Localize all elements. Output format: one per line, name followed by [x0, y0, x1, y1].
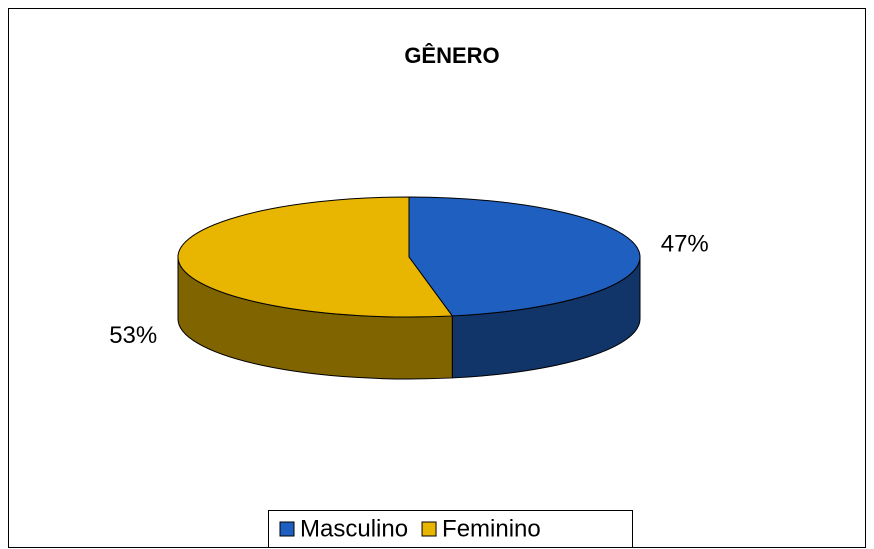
pie-slice: [408, 196, 641, 317]
legend-swatch: [279, 521, 295, 537]
pie-slice: [177, 196, 454, 318]
legend-label: Feminino: [442, 515, 541, 542]
data-label: 53%: [109, 322, 157, 349]
legend-box: [268, 510, 633, 548]
pie-side-shade: [178, 257, 453, 380]
legend-swatch: [421, 521, 437, 537]
legend: Masculino Feminino: [268, 510, 633, 548]
legend-label: Masculino: [300, 515, 408, 542]
chart-title: GÊNERO: [404, 43, 499, 68]
pie-side-shade: [452, 257, 640, 378]
pie: [177, 196, 641, 380]
data-label: 47%: [661, 231, 709, 258]
